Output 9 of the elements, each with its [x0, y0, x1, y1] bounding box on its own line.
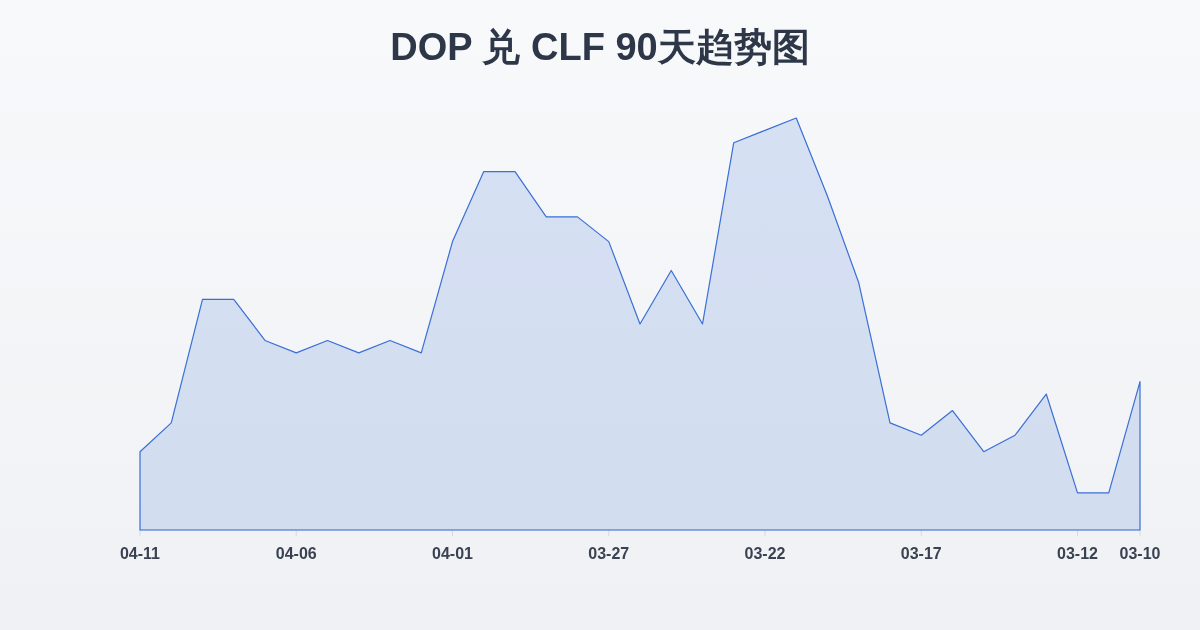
x-tick-label: 03-10 — [1119, 545, 1161, 562]
x-tick-label: 03-22 — [744, 545, 786, 562]
x-tick-label: 04-01 — [432, 545, 474, 562]
x-tick-label: 03-27 — [588, 545, 630, 562]
chart-title: DOP 兑 CLF 90天趋势图 — [390, 26, 810, 68]
x-tick-label: 04-06 — [275, 545, 317, 562]
x-tick-label: 04-11 — [119, 545, 161, 562]
x-tick-label: 03-12 — [1057, 545, 1099, 562]
x-tick-label: 03-17 — [900, 545, 942, 562]
